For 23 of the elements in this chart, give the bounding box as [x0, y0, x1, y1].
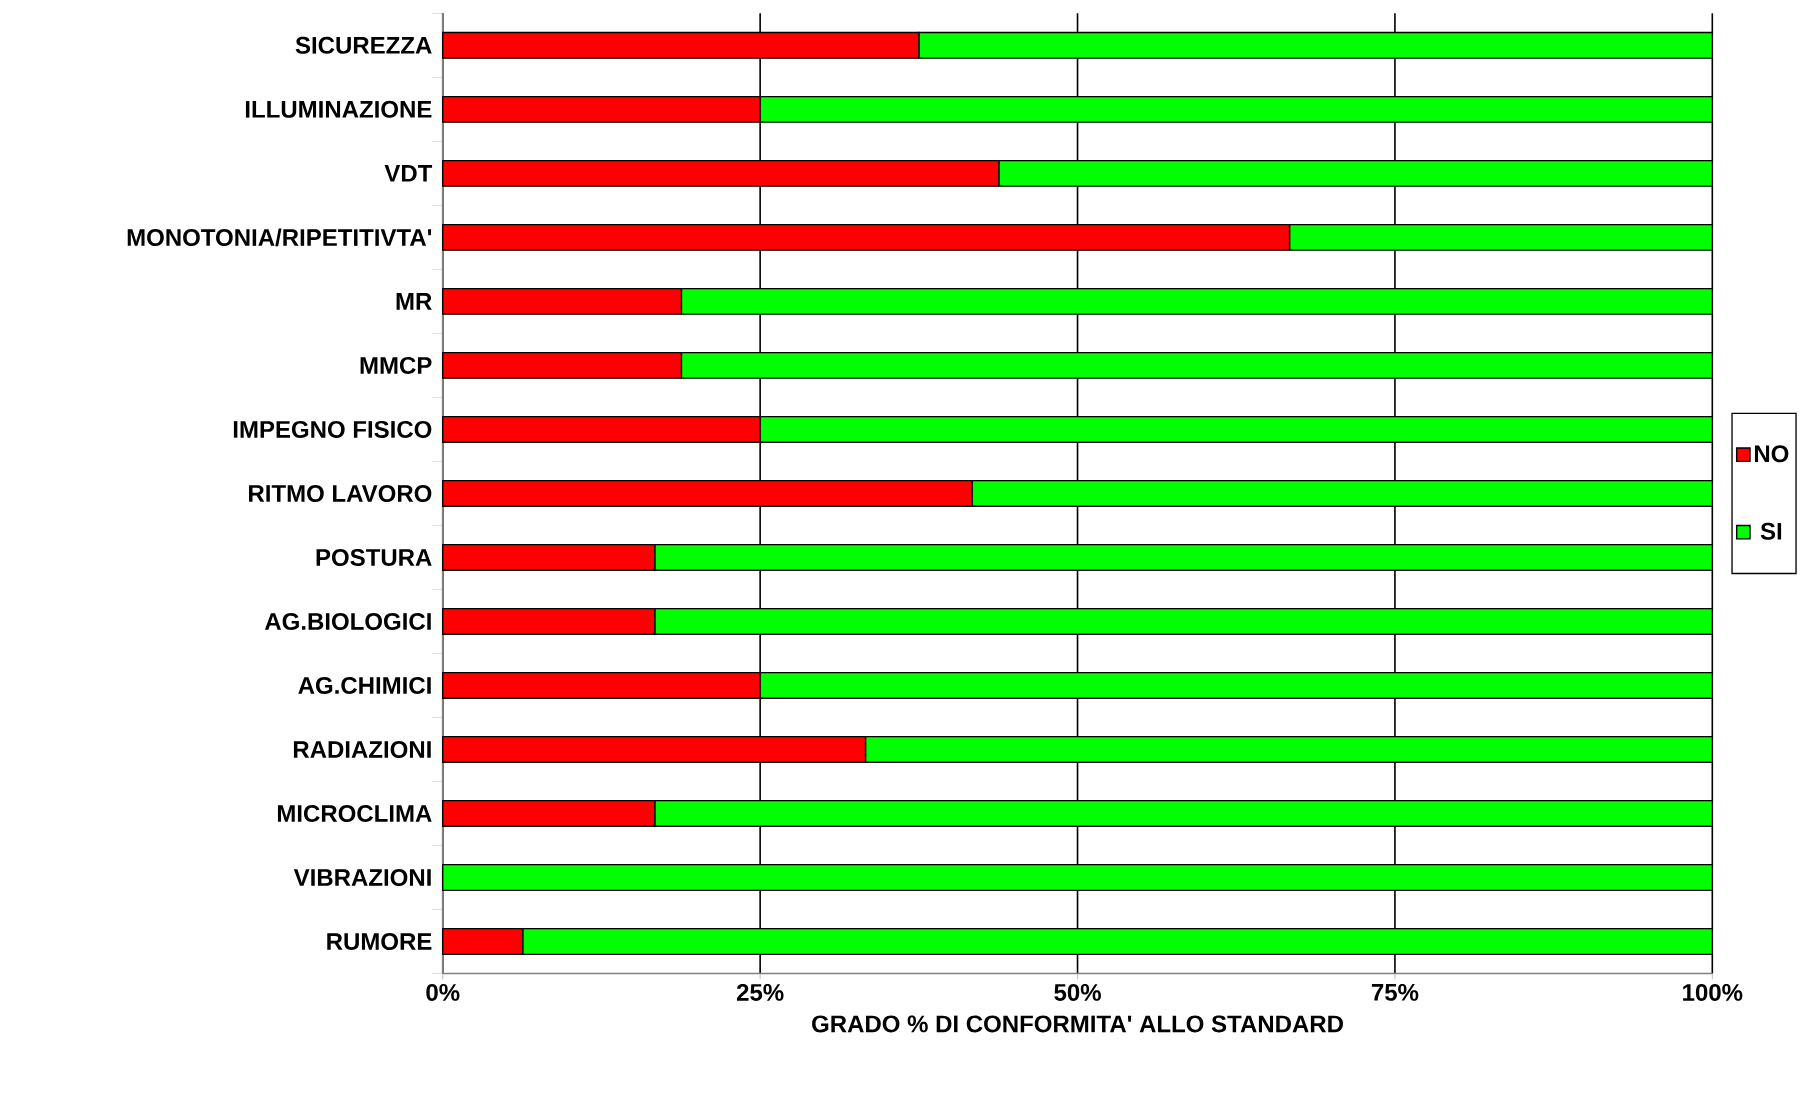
x-tick-label: 75%	[1371, 983, 1419, 1001]
y-tick-label: MONOTONIA/RIPETITIVTA'	[127, 228, 432, 247]
y-tick-label: IMPEGNO FISICO	[233, 420, 432, 438]
x-axis-title: GRADO % DI CONFORMITA' ALLO STANDARD	[812, 1015, 1343, 1033]
y-tick-label: ILLUMINAZIONE	[245, 100, 432, 118]
y-tick-label: VDT	[384, 165, 433, 182]
y-tick-label: RITMO LAVORO	[249, 484, 432, 502]
legend-label: NO	[1754, 445, 1789, 463]
y-tick-label: SICUREZZA	[295, 36, 432, 54]
x-tick-label: 25%	[736, 983, 784, 1001]
y-tick-label: RADIAZIONI	[293, 740, 431, 758]
x-tick-label: 50%	[1054, 983, 1101, 1001]
y-tick-label: AG.CHIMICI	[298, 676, 431, 694]
y-tick-label: MR	[396, 293, 432, 310]
legend-label: SI	[1760, 522, 1782, 540]
x-tick-label: 100%	[1683, 983, 1743, 1001]
y-tick-label: POSTURA	[316, 548, 432, 566]
y-tick-label: VIBRAZIONI	[293, 868, 431, 886]
y-tick-label: MICROCLIMA	[277, 804, 432, 822]
y-tick-label: MMCP	[360, 356, 432, 374]
x-tick-label: 0%	[426, 983, 460, 1001]
y-tick-label: RUMORE	[327, 932, 432, 950]
y-tick-label: AG.BIOLOGICI	[264, 612, 431, 630]
